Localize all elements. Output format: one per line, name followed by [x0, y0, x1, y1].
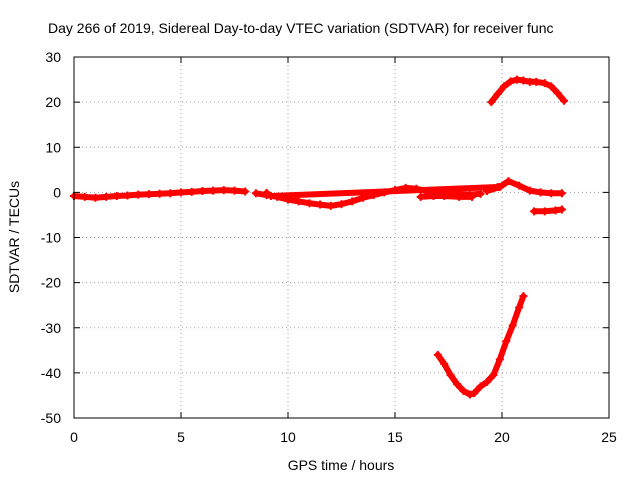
data-point	[519, 76, 528, 85]
data-point	[547, 82, 556, 91]
y-tick-label: -10	[41, 230, 61, 246]
data-point	[536, 188, 545, 197]
data-point	[540, 207, 549, 216]
data-point	[547, 189, 556, 198]
y-tick-label: 10	[45, 139, 61, 155]
data-point	[102, 192, 111, 201]
series-line	[488, 76, 568, 106]
data-point	[455, 192, 464, 201]
grid	[74, 57, 609, 418]
y-tick-labels: 30 20 10 0 -10 -20 -30 -40 -50	[41, 49, 61, 426]
data-point	[144, 190, 153, 199]
data-point	[489, 371, 498, 380]
data-point	[219, 186, 228, 195]
data-point	[557, 189, 566, 198]
y-tick-label: -50	[41, 410, 61, 426]
data-point	[476, 189, 485, 198]
x-tick-label: 25	[601, 429, 617, 445]
data-point	[198, 187, 207, 196]
data-point	[177, 188, 185, 197]
data-points	[70, 75, 569, 399]
data-point	[493, 182, 502, 191]
data-point	[506, 77, 515, 86]
series-track-main	[70, 186, 250, 202]
data-point	[187, 187, 196, 196]
chart-title: Day 266 of 2019, Sidereal Day-to-day VTE…	[48, 20, 554, 36]
data-point	[560, 96, 569, 105]
data-point	[459, 386, 468, 395]
y-axis-label: SDTVAR / TECUs	[6, 181, 22, 293]
data-point	[557, 205, 566, 214]
data-point	[262, 188, 271, 197]
data-point	[487, 98, 496, 107]
data-point	[294, 197, 303, 206]
y-tick-label: -30	[41, 320, 61, 336]
x-tick-labels: 0 5 10 15 20 25	[70, 429, 617, 445]
data-point	[241, 187, 250, 196]
data-point	[266, 191, 275, 200]
data-point	[348, 197, 357, 206]
data-point	[515, 181, 524, 190]
x-tick-label: 15	[387, 429, 403, 445]
data-point	[251, 189, 260, 198]
data-point	[134, 190, 143, 199]
data-point	[525, 186, 534, 195]
data-point	[470, 389, 479, 398]
data-point	[166, 189, 175, 198]
series-isolated-points	[262, 182, 502, 200]
data-point	[326, 201, 335, 210]
x-axis-label: GPS time / hours	[288, 457, 395, 473]
data-point	[123, 191, 132, 200]
data-point	[483, 377, 492, 386]
data-point	[316, 200, 325, 209]
data-point	[155, 189, 164, 198]
data-point	[440, 191, 449, 200]
series-track-late-low	[530, 205, 566, 216]
data-point	[440, 359, 449, 368]
data-point	[465, 390, 474, 399]
data-point	[230, 186, 239, 195]
y-tick-label: 0	[53, 184, 61, 200]
data-point	[504, 177, 513, 186]
data-point	[508, 321, 517, 330]
data-point	[446, 371, 455, 380]
y-tick-label: -40	[41, 365, 61, 381]
data-point	[502, 337, 511, 346]
data-point	[495, 355, 504, 364]
data-point	[468, 192, 477, 201]
y-tick-label: -20	[41, 275, 61, 291]
data-point	[429, 191, 438, 200]
data-point	[305, 199, 314, 208]
data-point	[540, 79, 549, 88]
data-point	[500, 82, 509, 91]
x-tick-label: 10	[280, 429, 296, 445]
data-point	[515, 303, 524, 312]
y-tick-label: 30	[45, 49, 61, 65]
data-point	[416, 192, 425, 201]
x-tick-label: 20	[494, 429, 510, 445]
data-point	[433, 350, 442, 359]
y-tick-label: 20	[45, 94, 61, 110]
data-point	[112, 191, 121, 200]
data-point	[553, 89, 562, 98]
data-point	[453, 380, 462, 389]
data-point	[91, 193, 100, 202]
series-line	[252, 184, 484, 209]
data-point	[209, 186, 218, 195]
series-line	[434, 293, 527, 398]
data-point	[476, 382, 485, 391]
x-tick-label: 5	[177, 429, 185, 445]
data-point	[337, 200, 346, 209]
data-point	[519, 292, 528, 301]
axis-ticks	[73, 56, 610, 419]
series-track-lower-band	[416, 191, 477, 201]
series-track-dip	[433, 292, 528, 399]
data-point	[530, 207, 539, 216]
data-point	[80, 192, 89, 201]
series-track-top	[487, 75, 569, 107]
data-point	[493, 90, 502, 99]
x-tick-label: 0	[70, 429, 78, 445]
data-point	[532, 77, 541, 86]
